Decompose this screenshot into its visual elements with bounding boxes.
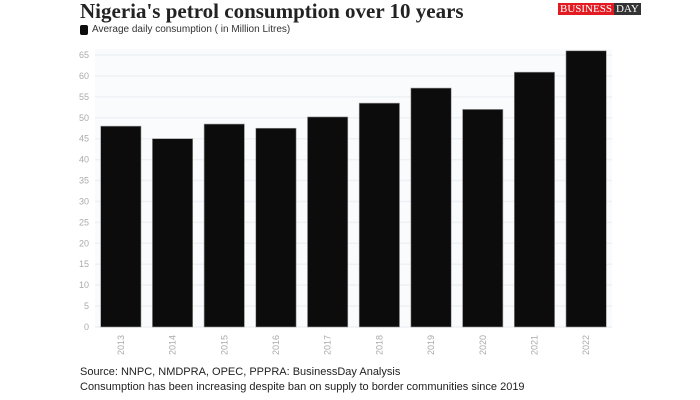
- legend-label: Average daily consumption ( in Million L…: [92, 24, 291, 35]
- x-tick-label: 2013: [116, 335, 126, 355]
- y-tick-label: 55: [79, 92, 89, 102]
- y-tick-label: 65: [79, 50, 89, 60]
- logo-right: DAY: [613, 3, 641, 15]
- x-tick-label: 2016: [271, 335, 281, 355]
- bar-2014: [152, 138, 194, 328]
- note-text: Consumption has been increasing despite …: [80, 381, 525, 393]
- x-tick-label: 2014: [168, 335, 178, 355]
- logo-left: BUSINESS: [558, 3, 614, 15]
- bar-2018: [358, 102, 400, 328]
- bar-2022: [565, 50, 607, 328]
- y-tick-label: 0: [84, 322, 89, 332]
- bar-2013: [100, 125, 142, 328]
- y-tick-label: 40: [79, 155, 89, 165]
- y-tick-label: 30: [79, 196, 89, 206]
- x-tick-label: 2015: [219, 335, 229, 355]
- y-tick-label: 5: [84, 301, 89, 311]
- bar-2015: [203, 123, 245, 328]
- y-tick-label: 50: [79, 113, 89, 123]
- chart-title: Nigeria's petrol consumption over 10 yea…: [80, 0, 464, 23]
- legend-swatch: [80, 25, 88, 35]
- y-tick-label: 15: [79, 259, 89, 269]
- x-tick-label: 2018: [374, 335, 384, 355]
- x-tick-label: 2019: [426, 335, 436, 355]
- x-tick-label: 2017: [323, 335, 333, 355]
- y-tick-label: 45: [79, 134, 89, 144]
- y-tick-label: 60: [79, 71, 89, 81]
- y-tick-label: 25: [79, 217, 89, 227]
- bar-2016: [255, 127, 297, 328]
- businessday-logo: BUSINESS DAY: [558, 3, 641, 15]
- bar-2017: [307, 116, 349, 328]
- y-tick-label: 35: [79, 176, 89, 186]
- x-tick-label: 2021: [529, 335, 539, 355]
- legend: Average daily consumption ( in Million L…: [80, 24, 290, 36]
- y-tick-label: 20: [79, 238, 89, 248]
- source-text: Source: NNPC, NMDPRA, OPEC, PPPRA: Busin…: [80, 366, 401, 378]
- bar-2019: [410, 87, 452, 328]
- x-tick-label: 2022: [581, 335, 591, 355]
- y-tick-label: 10: [79, 280, 89, 290]
- x-tick-label: 2020: [478, 335, 488, 355]
- bar-2020: [462, 109, 504, 328]
- bar-2021: [513, 71, 555, 328]
